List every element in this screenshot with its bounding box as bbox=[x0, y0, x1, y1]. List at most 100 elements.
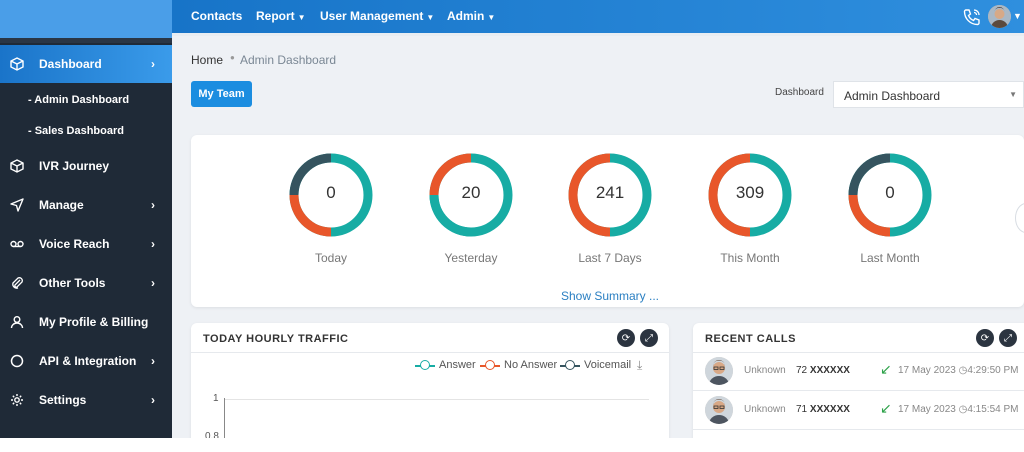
sidebar-subitem-admin-dashboard[interactable]: - Admin Dashboard bbox=[28, 94, 130, 106]
sidebar-item-label: Settings bbox=[39, 393, 87, 407]
chevron-right-icon: › bbox=[151, 57, 155, 71]
y-tick-label: 0.8 bbox=[205, 431, 219, 442]
expand-icon[interactable]: ⤢ bbox=[999, 329, 1017, 347]
stat-value: 309 bbox=[735, 183, 765, 202]
card-divider bbox=[191, 352, 669, 353]
legend-voicemail[interactable]: Voicemail bbox=[560, 359, 631, 371]
dashboard-select[interactable]: Admin Dashboard ▼ bbox=[833, 81, 1024, 108]
stat-donut[interactable] bbox=[288, 152, 374, 238]
caller-number: 71 XXXXXX bbox=[796, 404, 850, 415]
navbar-shadow bbox=[172, 33, 1024, 36]
stat-donut[interactable] bbox=[707, 152, 793, 238]
show-summary-link[interactable]: Show Summary ... bbox=[560, 289, 660, 303]
download-icon[interactable]: ⤓ bbox=[637, 358, 643, 372]
legend-label: Answer bbox=[439, 359, 476, 371]
sidebar-subitem-sales-dashboard[interactable]: - Sales Dashboard bbox=[28, 125, 124, 137]
menu-label: Admin bbox=[447, 9, 485, 23]
stat-value: 241 bbox=[595, 183, 625, 202]
stat-donut[interactable] bbox=[847, 152, 933, 238]
legend-no-answer[interactable]: No Answer bbox=[480, 359, 557, 371]
breadcrumb-home[interactable]: Home bbox=[191, 53, 224, 67]
stat-label: Today bbox=[314, 251, 348, 265]
y-tick-label: 1 bbox=[213, 393, 219, 404]
caller-name: Unknown bbox=[744, 404, 786, 415]
clock-icon: ◷ bbox=[958, 404, 968, 415]
legend-label: Voicemail bbox=[584, 359, 632, 371]
chevron-down-icon: ▼ bbox=[426, 13, 435, 22]
chart-y-axis bbox=[224, 398, 225, 438]
donut-ring bbox=[848, 153, 932, 237]
recent-call-row[interactable]: Unknown 71 XXXXXX ↙ 17 May 2023 ◷4:15:54… bbox=[693, 390, 1024, 430]
user-avatar[interactable] bbox=[988, 5, 1011, 28]
phone-call-icon[interactable] bbox=[963, 8, 981, 26]
legend-marker bbox=[415, 360, 435, 371]
call-date: 17 May 2023 bbox=[898, 404, 956, 415]
chart-gridline bbox=[224, 399, 649, 400]
stat-donut[interactable] bbox=[428, 152, 514, 238]
legend-answer[interactable]: Answer bbox=[415, 359, 476, 371]
sidebar-item-other-tools[interactable]: Other Tools › bbox=[0, 264, 172, 302]
sidebar-item-label: Dashboard bbox=[39, 57, 102, 71]
cube-icon bbox=[10, 159, 24, 173]
stat-value: 20 bbox=[461, 183, 481, 202]
sidebar: Dashboard › - Admin Dashboard - Sales Da… bbox=[0, 0, 172, 438]
menu-report[interactable]: Report ▼ bbox=[256, 9, 306, 23]
card-divider bbox=[693, 352, 1024, 353]
sidebar-item-label: Voice Reach bbox=[39, 237, 110, 251]
chevron-right-icon: › bbox=[151, 354, 155, 368]
refresh-icon[interactable]: ⟳ bbox=[976, 329, 994, 347]
menu-label: Report bbox=[256, 9, 295, 23]
menu-admin[interactable]: Admin ▼ bbox=[447, 9, 495, 23]
chevron-right-icon: › bbox=[151, 393, 155, 407]
caller-name: Unknown bbox=[744, 365, 786, 376]
logo-area[interactable] bbox=[0, 0, 172, 38]
user-icon bbox=[10, 315, 24, 329]
sidebar-item-label: API & Integration bbox=[39, 354, 137, 368]
stat-label: This Month bbox=[720, 251, 780, 265]
sidebar-item-voice-reach[interactable]: Voice Reach › bbox=[0, 225, 172, 263]
hourly-traffic-title: TODAY HOURLY TRAFFIC bbox=[203, 333, 349, 345]
sidebar-item-dashboard[interactable]: Dashboard › bbox=[0, 45, 172, 83]
caller-number-masked: XXXXXX bbox=[809, 404, 850, 415]
chevron-down-icon[interactable]: ▼ bbox=[1013, 11, 1022, 21]
stat-label: Last Month bbox=[860, 251, 920, 265]
expand-icon[interactable]: ⤢ bbox=[640, 329, 658, 347]
sidebar-item-label: Other Tools bbox=[39, 276, 106, 290]
my-team-button[interactable]: My Team bbox=[191, 81, 252, 107]
page-bottom-strip bbox=[0, 438, 1024, 452]
chevron-right-icon: › bbox=[151, 237, 155, 251]
row-divider bbox=[693, 390, 1024, 391]
recent-calls-title: RECENT CALLS bbox=[705, 333, 796, 345]
clock-icon: ◷ bbox=[958, 365, 968, 376]
donut-ring bbox=[429, 153, 513, 237]
recent-call-row[interactable]: Unknown 72 XXXXXX ↙ 17 May 2023 ◷4:29:50… bbox=[693, 351, 1024, 391]
chevron-right-icon: › bbox=[151, 198, 155, 212]
chevron-down-icon: ▼ bbox=[487, 13, 496, 22]
sidebar-item-manage[interactable]: Manage › bbox=[0, 186, 172, 224]
menu-contacts[interactable]: Contacts bbox=[191, 9, 242, 23]
incoming-call-icon: ↙ bbox=[880, 361, 892, 377]
donut-ring bbox=[708, 153, 792, 237]
menu-user-management[interactable]: User Management ▼ bbox=[320, 9, 434, 23]
sidebar-item-my-profile-billing[interactable]: My Profile & Billing bbox=[0, 303, 172, 341]
logo-divider bbox=[0, 38, 172, 43]
hourly-traffic-card bbox=[191, 323, 669, 452]
call-time: 17 May 2023 ◷4:15:54 PM bbox=[898, 404, 1019, 415]
caller-number: 72 XXXXXX bbox=[796, 365, 850, 376]
refresh-icon[interactable]: ⟳ bbox=[617, 329, 635, 347]
legend-marker bbox=[480, 360, 500, 371]
dashboard-select-value: Admin Dashboard bbox=[844, 89, 941, 103]
legend-label: No Answer bbox=[504, 359, 558, 371]
stat-donut[interactable] bbox=[567, 152, 653, 238]
sidebar-item-settings[interactable]: Settings › bbox=[0, 381, 172, 419]
gear-icon bbox=[10, 393, 24, 407]
sidebar-item-label: My Profile & Billing bbox=[39, 315, 149, 329]
dashboard-select-label: Dashboard bbox=[775, 87, 824, 98]
voicemail-icon bbox=[10, 237, 24, 251]
sidebar-item-api-integration[interactable]: API & Integration › bbox=[0, 342, 172, 380]
donut-ring bbox=[289, 153, 373, 237]
chevron-down-icon: ▼ bbox=[1009, 90, 1017, 99]
sidebar-item-ivr-journey[interactable]: IVR Journey bbox=[0, 147, 172, 185]
paperclip-icon bbox=[10, 276, 24, 290]
call-date: 17 May 2023 bbox=[898, 365, 956, 376]
